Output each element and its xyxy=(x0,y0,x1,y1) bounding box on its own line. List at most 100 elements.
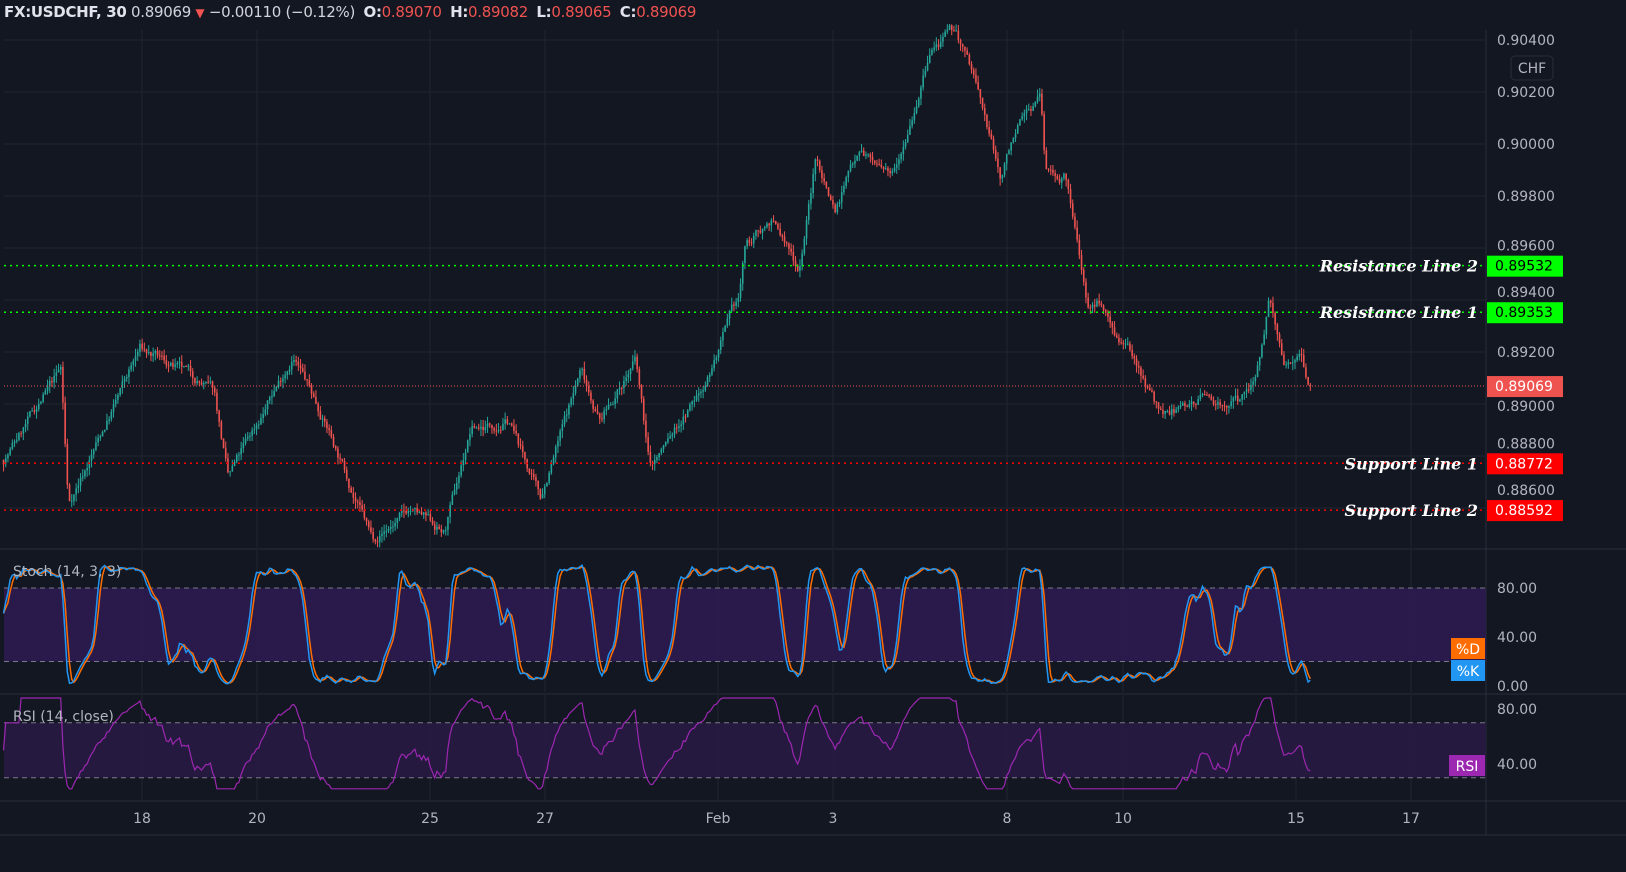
candle-body xyxy=(73,494,75,501)
candle-body xyxy=(156,350,159,356)
candle-body xyxy=(1223,405,1226,407)
candle-body xyxy=(1041,93,1043,115)
candle-body xyxy=(466,440,469,453)
candle xyxy=(794,256,797,272)
candle xyxy=(684,413,687,423)
candle xyxy=(161,351,163,361)
candle xyxy=(1027,103,1030,111)
candle-body xyxy=(154,350,157,354)
candle xyxy=(1168,405,1171,416)
candle-body xyxy=(961,44,964,47)
candle-body xyxy=(235,455,238,463)
candle-body xyxy=(878,163,880,165)
candle-body xyxy=(783,236,786,243)
candle xyxy=(763,225,766,232)
candle-body xyxy=(114,399,117,405)
candle-body xyxy=(396,518,399,523)
candle xyxy=(44,388,47,395)
candle-body xyxy=(671,434,674,437)
candle-body xyxy=(1012,138,1015,143)
candle-body xyxy=(843,185,845,193)
candle xyxy=(471,420,473,438)
symbol-interval[interactable]: FX:USDCHF, 30 xyxy=(4,3,127,21)
resistance-line-label: Resistance Line 1 xyxy=(1319,303,1478,322)
candle-body xyxy=(249,435,251,437)
candle-body xyxy=(1274,313,1276,325)
candle-body xyxy=(1144,378,1147,386)
candle-body xyxy=(1047,169,1050,171)
candle-body xyxy=(299,365,302,369)
candle xyxy=(592,399,594,414)
candle-body xyxy=(902,146,905,154)
candle xyxy=(704,381,707,393)
currency-badge[interactable]: CHF xyxy=(1510,55,1554,81)
candle-body xyxy=(796,265,799,271)
candle-body xyxy=(128,369,130,377)
candle-body xyxy=(746,240,748,247)
candle xyxy=(902,140,905,161)
candle xyxy=(449,501,451,524)
candle-body xyxy=(1197,399,1199,405)
candle xyxy=(840,185,843,210)
candle xyxy=(792,244,795,267)
candle xyxy=(990,129,993,140)
candle xyxy=(372,527,374,543)
candle-body xyxy=(642,398,645,421)
candle xyxy=(726,313,729,328)
candle-body xyxy=(495,430,498,432)
candle xyxy=(686,408,689,418)
candle xyxy=(946,24,949,35)
candle xyxy=(1236,388,1239,405)
candle xyxy=(724,325,726,333)
candle-body xyxy=(1122,342,1125,344)
candle-body xyxy=(686,410,689,418)
candle xyxy=(1045,147,1048,170)
candle xyxy=(266,400,269,415)
candle-body xyxy=(385,531,388,533)
candle-body xyxy=(990,133,993,139)
candle-body xyxy=(895,164,898,168)
candle xyxy=(693,396,696,408)
candle xyxy=(572,385,575,406)
candle-body xyxy=(447,517,449,530)
candle-body xyxy=(766,223,768,228)
candle xyxy=(306,378,308,386)
candle xyxy=(1080,249,1083,275)
candle xyxy=(541,488,544,499)
candle-body xyxy=(4,458,7,465)
candle-body xyxy=(887,168,889,171)
candle-body xyxy=(992,138,995,150)
candle-body xyxy=(306,379,308,381)
candle xyxy=(156,347,159,359)
candle xyxy=(1272,296,1274,318)
candle-body xyxy=(48,380,51,387)
candle-body xyxy=(627,374,630,378)
candle xyxy=(42,392,44,404)
grid xyxy=(0,30,1626,836)
candle-body xyxy=(1153,391,1155,402)
candle xyxy=(972,67,975,79)
candle xyxy=(213,385,216,397)
candle-body xyxy=(548,472,550,483)
candle xyxy=(515,424,517,436)
candle xyxy=(948,23,951,31)
candle-body xyxy=(682,416,685,425)
candle-body xyxy=(631,361,634,369)
candle-body xyxy=(295,360,297,362)
candle xyxy=(152,347,154,363)
candle-body xyxy=(20,433,22,435)
candle xyxy=(1153,390,1155,405)
candle xyxy=(339,453,341,465)
candle-body xyxy=(781,235,784,237)
candle xyxy=(799,259,801,278)
candle-body xyxy=(70,500,73,502)
candle xyxy=(277,375,280,389)
candle xyxy=(1217,396,1219,410)
candle xyxy=(783,231,786,247)
candle xyxy=(1302,348,1305,368)
candle-body xyxy=(1021,116,1023,120)
candle-body xyxy=(22,427,25,434)
candle xyxy=(854,154,856,168)
candle-body xyxy=(543,486,546,495)
